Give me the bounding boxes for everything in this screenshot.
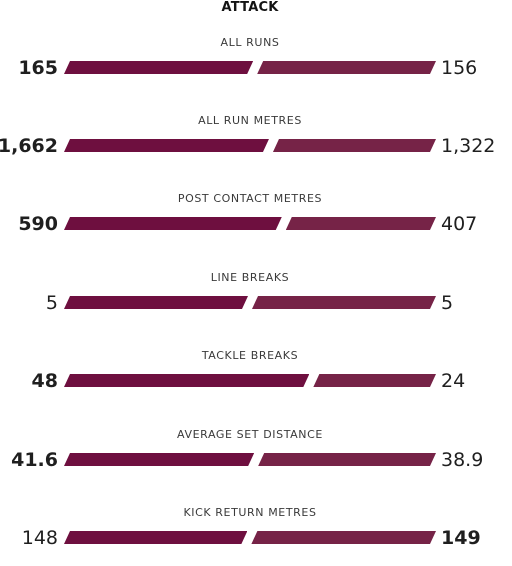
home-value: 165 [18,57,58,79]
home-value: 48 [31,370,58,392]
away-value: 1,322 [441,135,496,157]
stat-kick-return-metres: KICK RETURN METRES 148 149 [0,506,512,566]
away-bar [313,374,436,387]
home-value: 1,662 [0,135,58,157]
comparison-bar [64,296,436,309]
away-bar [257,61,436,74]
away-bar [258,453,436,466]
home-value: 148 [21,527,58,549]
comparison-bar [64,217,436,230]
away-bar [286,217,436,230]
stat-label: ALL RUN METRES [198,114,302,127]
stat-all-run-metres: ALL RUN METRES 1,662 1,322 [0,114,512,174]
away-value: 149 [441,527,481,549]
away-value: 38.9 [441,449,484,471]
away-value: 5 [441,292,454,314]
stat-label: POST CONTACT METRES [177,192,323,205]
home-bar [64,531,247,544]
away-bar [251,531,436,544]
stat-post-contact-metres: POST CONTACT METRES 590 407 [0,192,512,252]
comparison-bar [64,61,436,74]
away-bar [273,139,436,152]
stat-label: TACKLE BREAKS [201,349,299,362]
comparison-bar [64,453,436,466]
stat-label: AVERAGE SET DISTANCE [177,428,323,441]
stat-all-runs: ALL RUNS 165 156 [0,36,512,96]
home-value: 590 [18,213,58,235]
comparison-bar [64,531,436,544]
away-value: 156 [441,57,478,79]
home-bar [64,61,253,74]
home-value: 41.6 [11,449,58,471]
home-bar [64,139,269,152]
home-bar [64,374,309,387]
stat-average-set-distance: AVERAGE SET DISTANCE 41.6 38.9 [0,428,512,488]
home-bar [64,296,248,309]
away-value: 24 [441,370,466,392]
home-value: 5 [45,292,58,314]
home-bar [64,453,254,466]
comparison-bar [64,374,436,387]
away-bar [252,296,436,309]
away-value: 407 [441,213,478,235]
stat-label: ALL RUNS [220,36,280,49]
section-title: ATTACK [221,0,279,15]
stat-label: KICK RETURN METRES [183,506,317,519]
stat-line-breaks: LINE BREAKS 5 5 [0,271,512,331]
home-bar [64,217,282,230]
comparison-bar [64,139,436,152]
stat-tackle-breaks: TACKLE BREAKS 48 24 [0,349,512,409]
stat-label: LINE BREAKS [210,271,290,284]
